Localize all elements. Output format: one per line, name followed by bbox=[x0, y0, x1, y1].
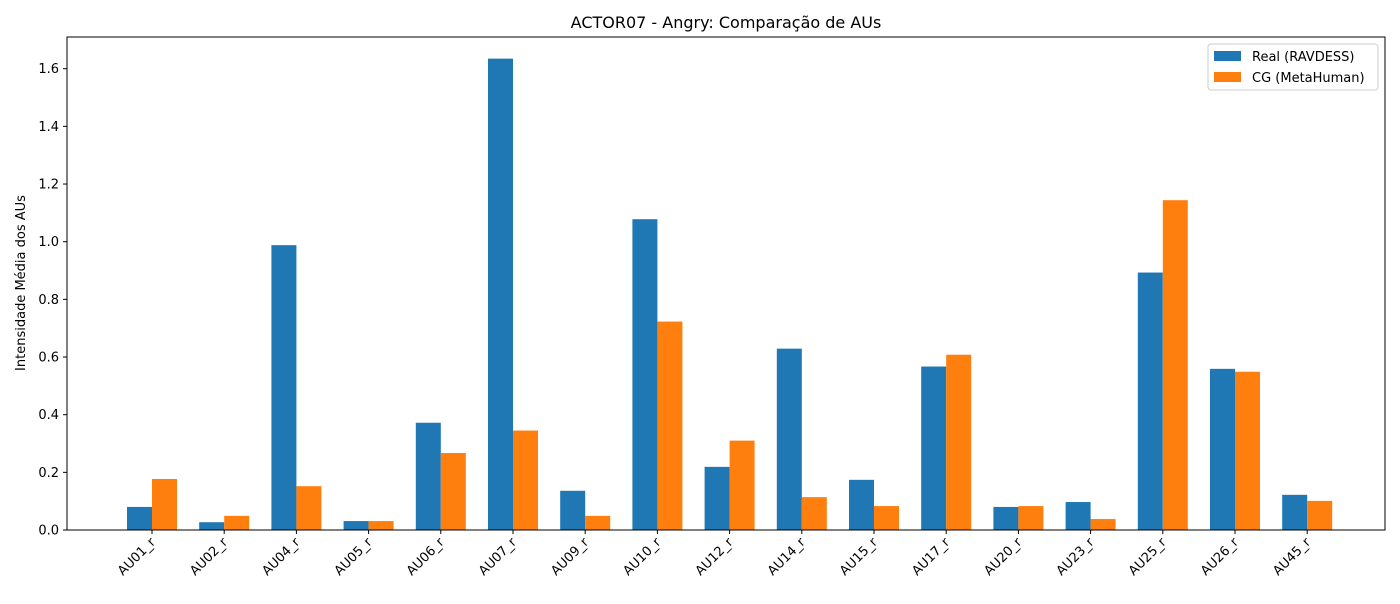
bar-real-au04_r bbox=[271, 245, 297, 530]
y-tick-label: 0.6 bbox=[38, 351, 59, 366]
y-tick-label: 0.4 bbox=[38, 408, 59, 423]
x-tick-label: AU25_r bbox=[1126, 535, 1170, 579]
x-tick-label: AU17_r bbox=[909, 535, 953, 579]
bar-real-au26_r bbox=[1210, 368, 1235, 530]
x-tick-label: AU02_r bbox=[187, 535, 231, 579]
bars-layer bbox=[127, 58, 1333, 531]
bar-real-au12_r bbox=[704, 466, 730, 530]
y-axis: 0.0 0.2 0.4 0.6 0.8 1.0 1.2 1.4 1.6 bbox=[38, 62, 67, 539]
x-tick-label: AU45_r bbox=[1270, 535, 1314, 579]
bar-real-au45_r bbox=[1282, 494, 1308, 530]
x-tick-label: AU01_r bbox=[115, 535, 159, 579]
bar-cg-au07_r bbox=[513, 430, 538, 530]
bar-cg-au06_r bbox=[440, 453, 466, 530]
y-tick-label: 0.0 bbox=[38, 524, 59, 539]
bar-real-au07_r bbox=[488, 58, 513, 531]
legend: Real (RAVDESS) CG (MetaHuman) bbox=[1207, 43, 1379, 91]
x-tick-label: AU05_r bbox=[332, 535, 376, 579]
x-tick-label: AU04_r bbox=[260, 535, 304, 579]
bar-real-au06_r bbox=[415, 422, 441, 530]
bar-cg-au12_r bbox=[729, 440, 755, 530]
bar-cg-au17_r bbox=[946, 354, 972, 530]
bar-real-au01_r bbox=[127, 506, 152, 530]
x-tick-label: AU12_r bbox=[693, 535, 737, 579]
bar-real-au23_r bbox=[1065, 502, 1091, 530]
bar-real-au17_r bbox=[921, 366, 947, 530]
bar-cg-au09_r bbox=[585, 515, 611, 530]
legend-label: Real (RAVDESS) bbox=[1252, 50, 1355, 65]
bar-real-au10_r bbox=[632, 219, 658, 530]
chart-title: ACTOR07 - Angry: Comparação de AUs bbox=[571, 13, 882, 32]
bar-cg-au14_r bbox=[801, 497, 827, 530]
bar-real-au14_r bbox=[776, 348, 802, 530]
bar-cg-au26_r bbox=[1235, 371, 1260, 530]
bar-real-au15_r bbox=[849, 479, 874, 530]
x-tick-label: AU06_r bbox=[404, 535, 448, 579]
legend-swatch bbox=[1214, 72, 1241, 82]
x-tick-label: AU15_r bbox=[837, 535, 881, 579]
bar-cg-au01_r bbox=[152, 478, 177, 530]
y-tick-label: 1.6 bbox=[38, 62, 59, 77]
y-tick-label: 1.0 bbox=[38, 235, 59, 250]
bar-cg-au02_r bbox=[224, 515, 250, 530]
legend-swatch bbox=[1214, 51, 1241, 61]
y-tick-label: 1.2 bbox=[38, 178, 59, 193]
bar-cg-au25_r bbox=[1162, 200, 1188, 530]
bar-cg-au05_r bbox=[368, 521, 394, 530]
bar-cg-au23_r bbox=[1090, 519, 1116, 530]
bar-cg-au45_r bbox=[1307, 500, 1333, 530]
bar-real-au02_r bbox=[199, 522, 225, 530]
x-tick-label: AU10_r bbox=[621, 535, 665, 579]
legend-box bbox=[1207, 43, 1379, 91]
bar-cg-au15_r bbox=[874, 506, 899, 530]
x-tick-label: AU07_r bbox=[476, 535, 520, 579]
bar-cg-au10_r bbox=[657, 321, 683, 530]
plot-frame bbox=[66, 36, 1386, 531]
bar-real-au09_r bbox=[560, 490, 586, 530]
x-axis: AU01_r AU02_r AU04_r AU05_r AU06_r AU07_r AU09… bbox=[115, 530, 1314, 579]
bar-cg-au04_r bbox=[296, 486, 322, 530]
x-tick-label: AU23_r bbox=[1054, 535, 1098, 579]
y-axis-label: Intensidade Média dos AUs bbox=[14, 195, 29, 371]
x-tick-label: AU26_r bbox=[1198, 535, 1242, 579]
legend-label: CG (MetaHuman) bbox=[1252, 71, 1365, 86]
x-tick-label: AU14_r bbox=[765, 535, 809, 579]
bar-real-au25_r bbox=[1137, 272, 1163, 530]
x-tick-label: AU20_r bbox=[982, 535, 1026, 579]
y-tick-label: 1.4 bbox=[38, 120, 59, 135]
y-tick-label: 0.2 bbox=[38, 466, 59, 481]
bar-real-au05_r bbox=[343, 521, 369, 530]
x-tick-label: AU09_r bbox=[548, 535, 592, 579]
y-tick-label: 0.8 bbox=[38, 293, 59, 308]
bar-real-au20_r bbox=[993, 506, 1019, 530]
bar-cg-au20_r bbox=[1018, 506, 1044, 530]
